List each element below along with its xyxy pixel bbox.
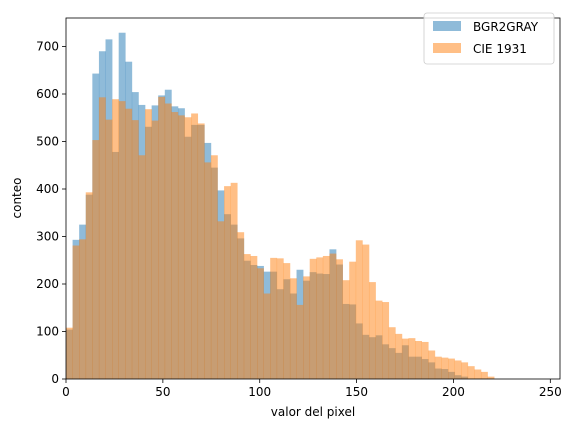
bar-cie-1931-25: [230, 182, 238, 379]
legend: BGR2GRAY CIE 1931: [423, 12, 555, 65]
bar-cie-1931-32: [276, 258, 284, 379]
bar-cie-1931-13: [151, 120, 159, 379]
bar-cie-1931-12: [145, 109, 152, 379]
bar-cie-1931-48: [382, 302, 390, 379]
bar-cie-1931-36: [303, 276, 311, 379]
bar-cie-1931-15: [164, 103, 172, 379]
bar-cie-1931-21: [204, 162, 212, 379]
x-tick-label-50: 50: [155, 385, 170, 399]
bar-cie-1931-18: [184, 117, 192, 380]
bar-cie-1931-57: [441, 357, 449, 379]
bar-cie-1931-37: [309, 258, 317, 379]
y-tick-label-400: 400: [36, 182, 59, 196]
bar-cie-1931-0: [66, 327, 73, 379]
bar-cie-1931-46: [368, 282, 376, 379]
bar-cie-1931-55: [428, 350, 436, 379]
legend-swatch-cie-1931: [433, 43, 461, 53]
bar-cie-1931-24: [224, 186, 231, 379]
y-tick-label-0: 0: [51, 372, 59, 386]
bar-cie-1931-4: [92, 140, 100, 379]
bar-cie-1931-6: [105, 119, 113, 380]
x-tick-label-250: 250: [539, 385, 562, 399]
bar-cie-1931-33: [283, 263, 291, 379]
plot-frame: [65, 17, 561, 380]
bar-cie-1931-3: [85, 192, 93, 379]
bar-cie-1931-50: [395, 333, 403, 379]
bar-cie-1931-39: [322, 255, 330, 379]
bar-cie-1931-26: [237, 232, 245, 379]
bar-cie-1931-64: [487, 376, 495, 379]
bar-cie-1931-22: [210, 155, 218, 379]
bar-cie-1931-14: [158, 96, 166, 379]
bar-cie-1931-29: [257, 268, 264, 379]
bar-cie-1931-38: [316, 257, 324, 379]
bar-cie-1931-51: [401, 338, 409, 379]
bar-cie-1931-8: [118, 101, 126, 379]
bar-cie-1931-10: [131, 120, 139, 379]
bar-cie-1931-40: [329, 253, 337, 379]
bar-cie-1931-7: [112, 99, 119, 379]
bar-cie-1931-20: [197, 123, 205, 379]
bar-cie-1931-34: [289, 278, 297, 379]
bar-cie-1931-47: [375, 300, 383, 379]
legend-label-cie-1931: CIE 1931: [473, 42, 527, 56]
x-tick-label-150: 150: [345, 385, 368, 399]
bar-cie-1931-61: [467, 366, 475, 379]
bar-cie-1931-23: [217, 221, 225, 379]
bar-cie-1931-31: [270, 257, 278, 379]
legend-label-bgr2gray: BGR2GRAY: [473, 20, 539, 34]
y-tick-label-500: 500: [36, 135, 59, 149]
x-axis-ticks: 0 50 100 150 200 250: [62, 379, 562, 399]
bar-cie-1931-35: [296, 304, 304, 379]
bar-cie-1931-11: [138, 155, 146, 379]
bar-cie-1931-17: [177, 115, 185, 379]
bar-cie-1931-53: [415, 341, 422, 379]
bar-cie-1931-9: [125, 108, 133, 379]
bar-cie-1931-2: [79, 239, 87, 379]
bar-cie-1931-43: [349, 261, 357, 379]
x-tick-label-100: 100: [248, 385, 271, 399]
x-axis-label: valor del pixel: [271, 405, 355, 419]
bar-cie-1931-28: [250, 255, 258, 379]
bar-cie-1931-42: [342, 280, 350, 379]
legend-swatch-bgr2gray: [433, 21, 461, 31]
bar-cie-1931-63: [480, 371, 488, 379]
bar-cie-1931-30: [263, 293, 271, 379]
bar-cie-1931-41: [336, 259, 343, 379]
bar-cie-1931-58: [448, 358, 455, 379]
bar-cie-1931-16: [171, 112, 179, 380]
bar-cie-1931-27: [243, 254, 251, 379]
y-axis-ticks: 0 100 200 300 400 500 600 700: [36, 40, 66, 386]
bar-cie-1931-56: [434, 356, 442, 379]
bar-cie-1931-5: [98, 97, 106, 379]
bar-cie-1931-49: [388, 327, 396, 379]
bar-cie-1931-60: [461, 362, 469, 379]
bar-cie-1931-44: [355, 240, 363, 379]
bar-cie-1931-54: [421, 341, 429, 379]
y-tick-label-700: 700: [36, 40, 59, 54]
bar-cie-1931-59: [454, 360, 462, 379]
y-tick-label-600: 600: [36, 87, 59, 101]
x-tick-label-0: 0: [62, 385, 70, 399]
x-tick-label-200: 200: [442, 385, 465, 399]
bar-cie-1931-1: [72, 245, 80, 379]
bar-cie-1931-52: [408, 338, 416, 379]
bar-cie-1931-45: [362, 244, 370, 379]
y-tick-label-300: 300: [36, 230, 59, 244]
series-cie-1931-bars: [66, 96, 495, 380]
bar-cie-1931-62: [474, 369, 482, 379]
bar-cie-1931-19: [191, 113, 199, 379]
y-tick-label-100: 100: [36, 325, 59, 339]
y-axis-label: conteo: [10, 178, 24, 219]
y-tick-label-200: 200: [36, 277, 59, 291]
